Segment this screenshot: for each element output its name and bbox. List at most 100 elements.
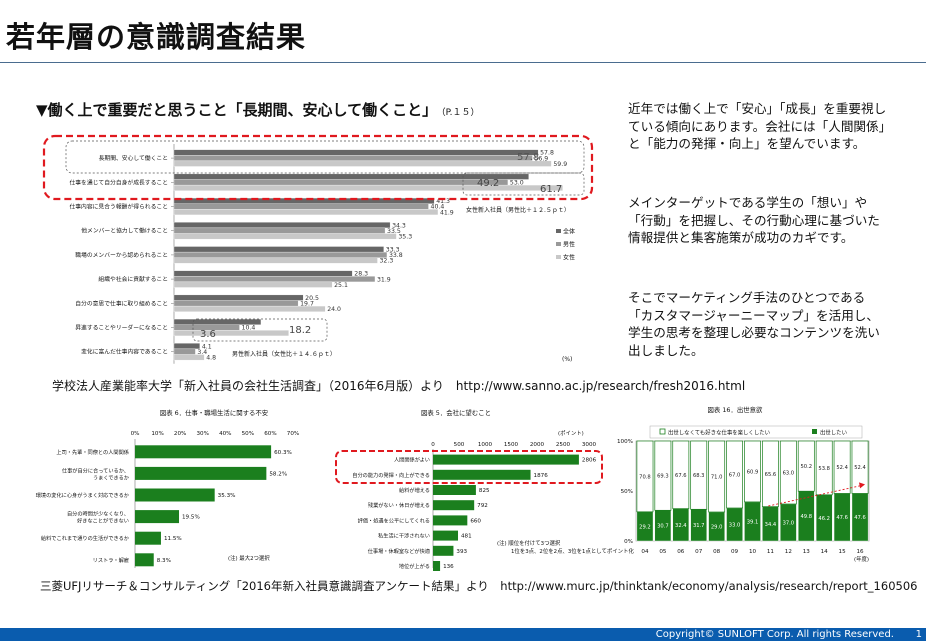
main-chart-value-label: 40.4 bbox=[431, 204, 445, 211]
main-chart-value-label: 35.3 bbox=[398, 234, 412, 241]
wish-chart-highlight-frame bbox=[335, 450, 603, 484]
main-chart-value-label: 32.3 bbox=[379, 258, 393, 265]
main-chart-value-label: 33.8 bbox=[389, 252, 403, 259]
main-chart-category-label: 自分の意思で仕事に取り組めること bbox=[75, 299, 168, 307]
main-chart-bar bbox=[173, 330, 289, 337]
main-chart-value-label: 24.0 bbox=[327, 306, 341, 313]
main-chart-page-ref: （P.１５） bbox=[441, 108, 480, 118]
career-chart-value-label: 63.0 bbox=[783, 471, 795, 477]
main-chart-annotation-value: 18.2 bbox=[289, 325, 311, 336]
career-chart-value-label: 60.9 bbox=[747, 469, 759, 475]
career-chart-value-label: 69.3 bbox=[657, 474, 669, 480]
wish-chart-tick-label: 3000 bbox=[582, 442, 597, 448]
main-chart-value-label: 41.3 bbox=[436, 198, 450, 205]
anxiety-chart-category-label: リストラ・解雇 bbox=[93, 556, 129, 564]
main-chart-value-label: 19.7 bbox=[300, 301, 314, 308]
career-chart-value-label: 31.7 bbox=[693, 523, 705, 529]
main-chart-legend-label: 男性 bbox=[563, 241, 575, 249]
career-chart-bar-not-ambitious bbox=[636, 440, 654, 513]
paragraph-2: メインターゲットである学生の「想い」や「行動」を把握し、その行動心理に基づいた情… bbox=[628, 195, 880, 246]
main-chart-bar bbox=[173, 354, 205, 361]
career-chart-title: 図表 16．出世意欲 bbox=[708, 405, 764, 414]
career-chart-bar-not-ambitious bbox=[708, 440, 726, 513]
main-chart-highlight-frame bbox=[42, 134, 594, 201]
anxiety-chart-category-label: 自分の時間が少なくなり、 bbox=[67, 510, 129, 518]
career-chart-year-label: 15 bbox=[839, 549, 847, 555]
wish-chart-category-label: 地位が上がる bbox=[399, 562, 430, 570]
career-chart-legend-swatch bbox=[659, 428, 666, 435]
anxiety-chart-category-label: 環境の変化に心身がうまく対応できるか bbox=[36, 491, 129, 499]
career-chart-year-label: 10 bbox=[749, 549, 757, 555]
main-chart-value-label: 33.3 bbox=[386, 247, 400, 254]
wish-chart-category-label: 自分の能力の発揮・向上ができる bbox=[352, 471, 430, 479]
main-chart-value-label: 25.1 bbox=[334, 282, 348, 289]
career-chart-value-label: 47.6 bbox=[836, 515, 848, 521]
page-title: 若年層の意識調査結果 bbox=[6, 20, 307, 54]
wish-chart-bar bbox=[433, 545, 454, 556]
anxiety-chart-value-label: 8.3% bbox=[157, 558, 171, 564]
career-chart-bar-not-ambitious bbox=[815, 440, 833, 496]
anxiety-chart-value-label: 19.5% bbox=[182, 515, 200, 521]
wish-chart-category-label: 人間関係がよい bbox=[394, 456, 430, 464]
main-chart-value-label: 33.5 bbox=[387, 228, 401, 235]
footer-copyright: Copyright© SUNLOFT Corp. All rights Rese… bbox=[655, 629, 894, 640]
anxiety-chart-title: 図表 6．仕事・職場生活に関する不安 bbox=[160, 408, 268, 417]
career-chart-bar-not-ambitious bbox=[726, 440, 743, 509]
main-chart-bar bbox=[173, 305, 326, 312]
career-chart-value-label: 53.8 bbox=[818, 466, 830, 472]
wish-chart-bar bbox=[433, 500, 475, 511]
main-chart-legend-label: 女性 bbox=[563, 254, 575, 262]
main-chart-value-label: 10.4 bbox=[242, 325, 256, 332]
main-chart-value-label: 56.9 bbox=[534, 155, 548, 162]
main-chart-value-label: 31.9 bbox=[377, 276, 391, 283]
main-chart-value-label: 4.1 bbox=[202, 343, 212, 350]
career-chart-bar-not-ambitious bbox=[851, 440, 869, 494]
anxiety-chart-value-label: 11.5% bbox=[164, 536, 182, 542]
main-chart-annotation-value: 3.6 bbox=[200, 329, 216, 340]
main-chart-category-label: 職場のメンバーから認められること bbox=[75, 251, 168, 259]
main-chart-heading-text: ▼働く上で重要だと思うこと「長期間、安心して働くこと」 bbox=[36, 101, 438, 119]
career-chart-year-label: 06 bbox=[677, 549, 685, 555]
main-chart-legend-swatch bbox=[556, 255, 561, 259]
career-chart-bar-not-ambitious bbox=[672, 440, 690, 509]
anxiety-chart-value-label: 58.2% bbox=[269, 471, 287, 477]
main-chart-value-label: 20.5 bbox=[305, 295, 319, 302]
career-chart-value-label: 47.6 bbox=[854, 515, 866, 521]
career-chart-legend-swatch bbox=[812, 429, 817, 434]
anxiety-chart-bar bbox=[135, 553, 154, 567]
main-chart-value-label: 28.3 bbox=[354, 271, 368, 278]
wish-chart-title: 図表 5．会社に望むこと bbox=[421, 408, 491, 417]
anxiety-chart-tick-label: 20% bbox=[174, 431, 186, 437]
main-chart-category-label: 仕事内容に見合う報酬が得られること bbox=[69, 203, 168, 211]
wish-chart-tick-label: 500 bbox=[454, 442, 465, 448]
wish-chart-tick-label: 2500 bbox=[556, 442, 571, 448]
wish-chart-value-label: 660 bbox=[470, 518, 481, 524]
career-chart-value-label: 32.4 bbox=[675, 523, 687, 529]
career-chart-value-label: 39.1 bbox=[747, 519, 759, 525]
main-chart-category-label: 変化に富んだ仕事内容であること bbox=[81, 348, 168, 356]
main-chart-category-label: 昇進することやリーダーになること bbox=[75, 324, 168, 332]
source-citation-1: 学校法人産業能率大学「新入社員の会社生活調査」（2016年6月版）より http… bbox=[52, 379, 746, 393]
main-chart-bar bbox=[173, 257, 378, 264]
main-chart-value-label: 41.9 bbox=[440, 209, 454, 216]
wish-chart-value-label: 2806 bbox=[582, 458, 597, 464]
anxiety-chart-bar bbox=[135, 510, 180, 524]
anxiety-chart-bar bbox=[135, 466, 267, 480]
anxiety-chart-tick-label: 70% bbox=[287, 431, 299, 437]
main-chart-callout-box bbox=[65, 140, 585, 174]
career-chart-year-label: 13 bbox=[803, 549, 811, 555]
career-chart-legend-label: 出世したい bbox=[820, 429, 847, 437]
anxiety-chart-note: (注) 最大2つ選択 bbox=[228, 554, 270, 562]
wish-chart-value-label: 481 bbox=[461, 534, 472, 540]
career-chart-tick-label: 50% bbox=[621, 489, 633, 495]
main-chart-value-label: 3.4 bbox=[197, 349, 207, 356]
anxiety-chart-bar bbox=[135, 531, 161, 545]
wish-chart-category-label: 残業がない・休日が増える bbox=[368, 501, 430, 509]
career-chart-value-label: 37.0 bbox=[783, 521, 795, 527]
career-chart-value-label: 68.3 bbox=[693, 473, 705, 479]
anxiety-chart-tick-label: 40% bbox=[219, 431, 231, 437]
career-chart-year-label: 05 bbox=[659, 549, 667, 555]
wish-chart-bar bbox=[433, 469, 531, 480]
